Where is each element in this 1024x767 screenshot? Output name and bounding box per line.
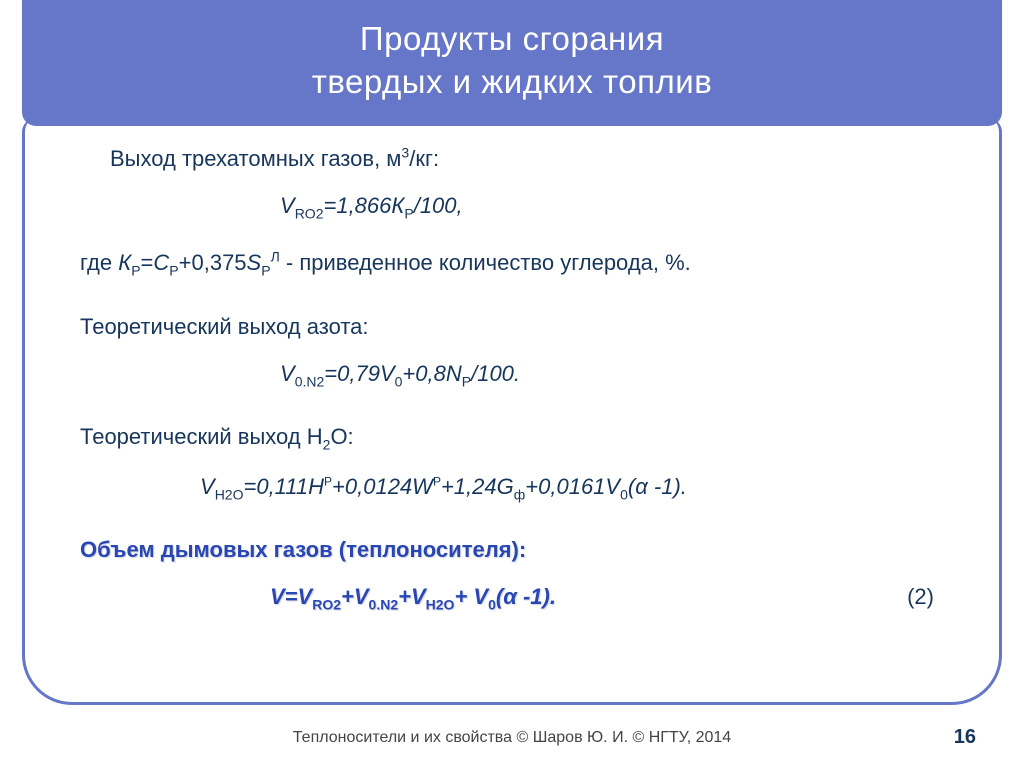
f3-b: +0,0124 (332, 474, 412, 499)
p3-text: Теоретический выход азота: (80, 314, 369, 339)
f3-w: W (412, 474, 433, 499)
f3-hsup: Р (324, 474, 332, 488)
f4-sub2: 0.N2 (369, 596, 399, 612)
p2-k: К (118, 250, 131, 275)
formula-3: VH2O=0,111HР+0,0124WР+1,24Gф+0,0161V0(α … (200, 470, 964, 505)
f3-d: +0,0161 (525, 474, 605, 499)
p2-ksub: Р (131, 263, 140, 279)
p2-s: S (247, 250, 262, 275)
f3-gsub: ф (514, 486, 526, 502)
f1-ksub: Р (404, 205, 413, 221)
f3-tail: (α -1). (628, 474, 687, 499)
formula-4: V=VRO2+V0.N2+VH2O+ V0(α -1). (2) (270, 580, 964, 615)
f2-plus: +0,8 (402, 361, 445, 386)
f2-v1: V (280, 361, 295, 386)
paragraph-4: Теоретический выход H2O: (80, 420, 964, 455)
paragraph-1: Выход трехатомных газов, м3/кг: (110, 142, 964, 175)
equation-number: (2) (907, 580, 934, 613)
p4-suffix: O: (330, 424, 353, 449)
f1-tail: /100, (414, 193, 463, 218)
f1-eq: =1,866 (323, 193, 391, 218)
p2-plus: +0,375 (179, 250, 247, 275)
f4-d: + V (454, 584, 488, 609)
p2-csub: Р (169, 263, 178, 279)
paragraph-3: Теоретический выход азота: (80, 310, 964, 343)
f3-c: +1,24 (441, 474, 497, 499)
f4-c: +V (398, 584, 426, 609)
paragraph-5: Объем дымовых газов (теплоносителя): (80, 533, 964, 566)
f3-v: V (200, 474, 215, 499)
formula-2: V0.N2=0,79V0+0,8NР/100. (280, 357, 964, 392)
f2-sub1: 0.N2 (295, 373, 325, 389)
f1-k: К (391, 193, 404, 218)
f3-wsup: Р (433, 474, 441, 488)
footer-text: Теплоносители и их свойства © Шаров Ю. И… (0, 729, 1024, 747)
f3-h: H (308, 474, 324, 499)
f4-b: +V (341, 584, 369, 609)
p2-ssup: Л (271, 249, 280, 265)
p1-text: Выход трехатомных газов, м (110, 146, 401, 171)
f3-v0sub: 0 (620, 486, 628, 502)
p2-c: С (153, 250, 169, 275)
f2-n: N (446, 361, 462, 386)
f4-sub4: 0 (488, 596, 496, 612)
slide-content: Выход трехатомных газов, м3/кг: VRO2=1,8… (80, 142, 964, 687)
p2-prefix: где (80, 250, 118, 275)
f2-v2: V (380, 361, 395, 386)
p2-suffix: - приведенное количество углерода, %. (280, 250, 691, 275)
p4-prefix: Теоретический выход H (80, 424, 323, 449)
f2-nsub: Р (462, 373, 471, 389)
f4-a: V=V (270, 584, 312, 609)
slide: Продукты сгорания твердых и жидких топли… (0, 0, 1024, 767)
p5-text: Объем дымовых газов (теплоносителя): (80, 537, 526, 562)
f3-v0: V (605, 474, 620, 499)
paragraph-2: где КР=СР+0,375SРЛ - приведенное количес… (80, 246, 964, 281)
p1-suffix: /кг: (409, 146, 439, 171)
f2-tail: /100. (471, 361, 520, 386)
title-line-2: твердых и жидких топлив (312, 63, 712, 100)
f2-mid: =0,79 (324, 361, 380, 386)
page-number: 16 (954, 726, 976, 749)
f4-sub1: RO2 (312, 596, 341, 612)
f4-tail: (α -1). (496, 584, 556, 609)
f3-sub: H2O (215, 486, 244, 502)
f1-sub: RO2 (295, 205, 324, 221)
p2-eq: = (141, 250, 154, 275)
title-line-1: Продукты сгорания (360, 20, 664, 57)
formula-1: VRO2=1,866КР/100, (280, 189, 964, 224)
f3-g: G (497, 474, 514, 499)
slide-title: Продукты сгорания твердых и жидких топли… (22, 0, 1002, 126)
f1-v: V (280, 193, 295, 218)
p2-ssub: Р (261, 263, 270, 279)
f3-a: =0,111 (243, 474, 308, 499)
f4-sub3: H2O (426, 596, 455, 612)
